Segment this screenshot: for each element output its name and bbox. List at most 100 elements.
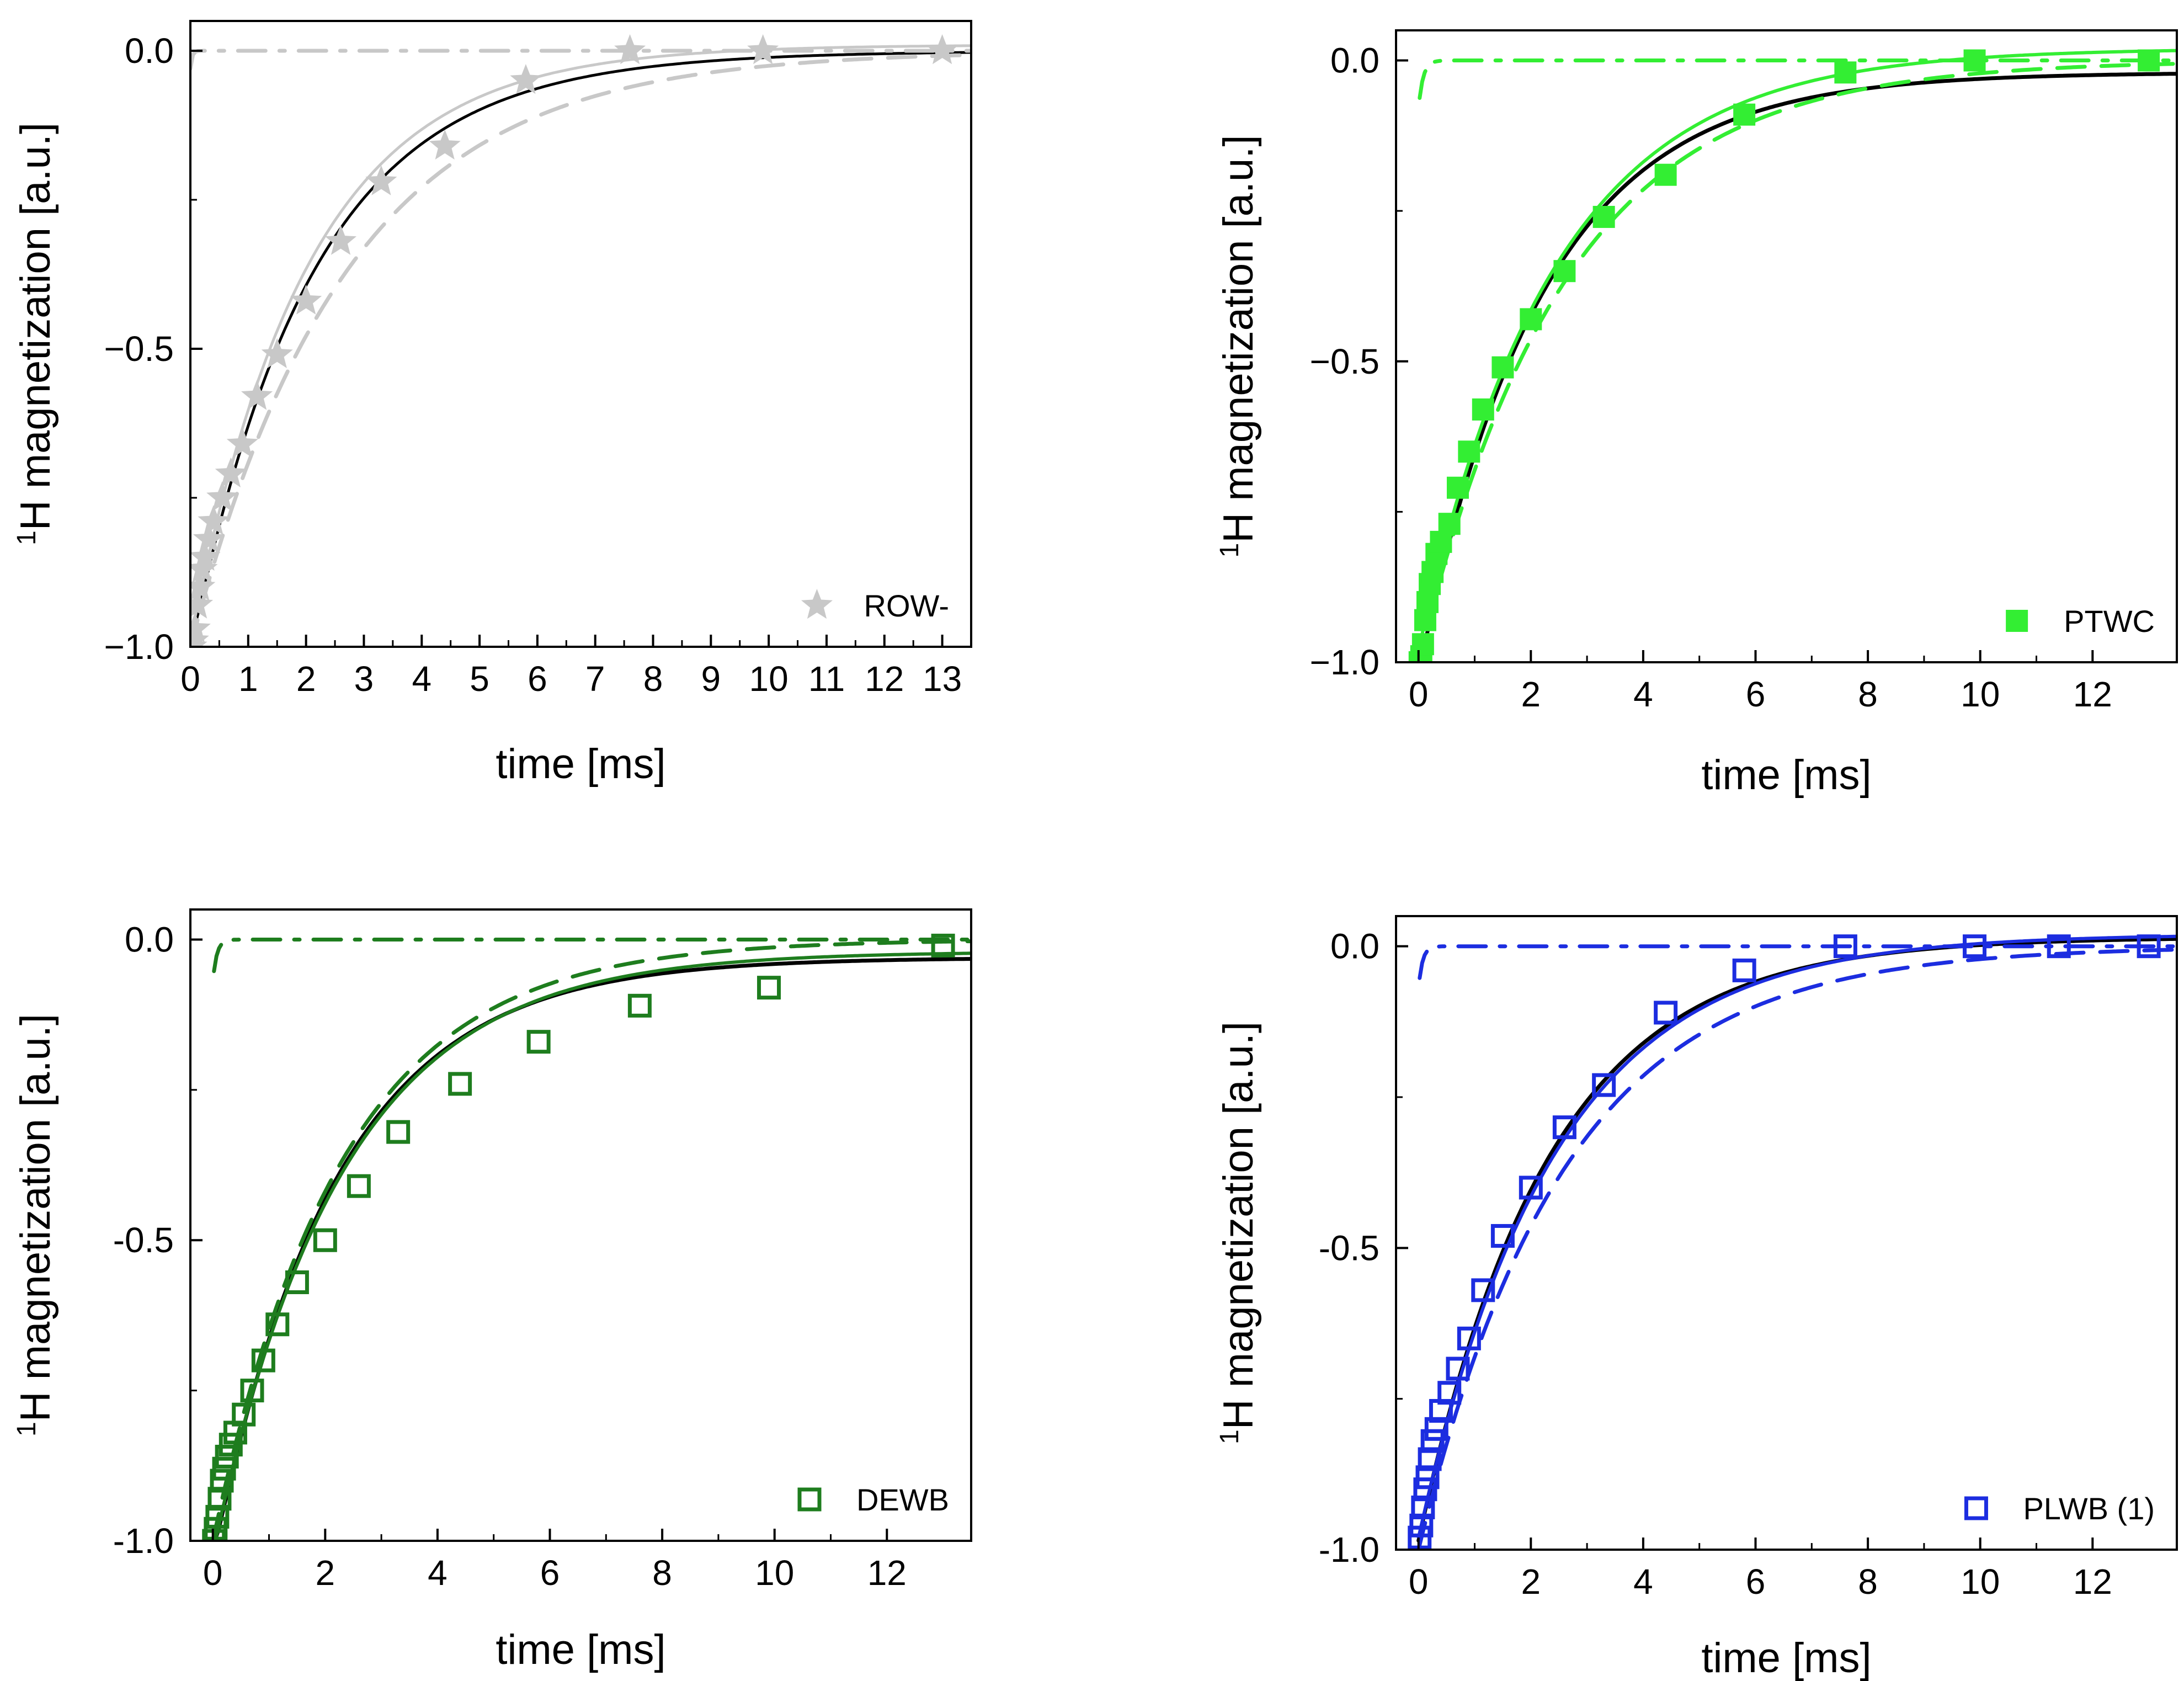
x-tick-label: 10 bbox=[755, 1553, 794, 1593]
data-point bbox=[1833, 934, 1857, 959]
legend-label: DEWB bbox=[856, 1482, 949, 1517]
x-tick-label: 0 bbox=[1409, 1562, 1429, 1602]
plot-content bbox=[1408, 49, 2177, 662]
y-tick-label: −0.5 bbox=[1310, 342, 1379, 381]
data-point bbox=[226, 427, 258, 458]
x-tick-label: 8 bbox=[652, 1553, 672, 1593]
data-point bbox=[190, 612, 211, 642]
x-tick-label: 10 bbox=[1961, 1562, 2000, 1602]
data-point bbox=[1963, 934, 1987, 959]
fit-curve-slow bbox=[211, 939, 971, 1541]
data-point bbox=[1420, 1429, 1445, 1453]
data-point bbox=[206, 481, 238, 512]
plot-content bbox=[1408, 934, 2177, 1550]
data-point bbox=[210, 1469, 234, 1493]
data-point bbox=[219, 1433, 243, 1457]
fit-curve-slow bbox=[1416, 62, 2177, 662]
data-point bbox=[313, 1228, 337, 1252]
x-tick-label: 2 bbox=[1521, 674, 1541, 714]
data-point bbox=[240, 1379, 264, 1403]
fit-curve-total bbox=[1416, 937, 2177, 1543]
legend-marker bbox=[1964, 1496, 1988, 1520]
data-point bbox=[757, 976, 781, 1000]
data-point bbox=[193, 523, 225, 553]
data-point bbox=[1654, 1001, 1678, 1025]
fit-curve-total bbox=[211, 957, 971, 1541]
fit-curve-fast bbox=[1418, 944, 2177, 980]
x-axis-title: time [ms] bbox=[496, 1626, 665, 1673]
x-tick-label: 4 bbox=[1633, 674, 1653, 714]
data-point bbox=[429, 129, 461, 160]
legend-marker bbox=[2006, 610, 2028, 632]
data-point bbox=[215, 1444, 239, 1469]
y-tick-label: 0.0 bbox=[125, 919, 174, 959]
plot-content bbox=[202, 933, 971, 1541]
data-point bbox=[1411, 633, 1434, 656]
y-axis-title-superscript: 1 bbox=[12, 1422, 41, 1437]
fit-curve-fast bbox=[212, 938, 971, 974]
y-axis-title: 1H magnetization [a.u.] bbox=[1215, 1022, 1263, 1444]
x-tick-label: 3 bbox=[354, 659, 374, 699]
x-tick-label: 12 bbox=[2073, 674, 2112, 714]
y-tick-label: −1.0 bbox=[1310, 642, 1379, 682]
data-point bbox=[1491, 356, 1514, 379]
fit-curve-total bbox=[190, 51, 971, 629]
plot-frame bbox=[1395, 915, 2178, 1551]
x-axis-title: time [ms] bbox=[1701, 752, 1871, 799]
x-tick-label: 2 bbox=[1521, 1562, 1541, 1602]
fit-curve-component bbox=[190, 44, 971, 642]
x-tick-label: 12 bbox=[2073, 1562, 2112, 1602]
legend-label: PLWB (1) bbox=[2023, 1491, 2155, 1526]
data-point bbox=[1592, 206, 1615, 228]
y-tick-label: −0.5 bbox=[104, 329, 174, 369]
data-point bbox=[526, 1030, 551, 1054]
x-tick-label: 6 bbox=[1746, 1562, 1766, 1602]
x-tick-label: 5 bbox=[470, 659, 489, 699]
x-axis-title: time [ms] bbox=[1701, 1635, 1871, 1681]
data-point bbox=[1553, 260, 1576, 283]
data-point bbox=[215, 457, 247, 488]
data-point bbox=[1834, 61, 1857, 84]
fit-curve-slow bbox=[1416, 948, 2177, 1550]
data-point bbox=[926, 34, 958, 65]
data-point bbox=[198, 505, 230, 535]
data-point bbox=[2047, 934, 2071, 959]
data-point bbox=[1592, 1073, 1616, 1097]
plot-frame bbox=[1395, 29, 2178, 663]
data-point bbox=[1446, 476, 1469, 499]
data-point bbox=[285, 1270, 309, 1295]
x-tick-label: 10 bbox=[749, 659, 789, 699]
data-point bbox=[1408, 1525, 1432, 1550]
y-tick-label: -1.0 bbox=[1319, 1530, 1379, 1570]
legend-label: ROW- bbox=[864, 588, 950, 623]
panel-dewb: 0 2 4 6 8 10 12 0.0 -0.5 -1.0 time [ms] 1H magnetiz… bbox=[12, 908, 972, 1673]
data-point bbox=[1413, 1477, 1437, 1502]
data-point bbox=[202, 1529, 226, 1541]
data-point bbox=[1654, 163, 1677, 186]
x-tick-label: 10 bbox=[1961, 674, 2000, 714]
legend-label: PTWC bbox=[2064, 604, 2155, 639]
x-tick-label: 0 bbox=[203, 1553, 223, 1593]
data-point bbox=[1963, 49, 1986, 72]
panel-plwb: 0 2 4 6 8 10 12 0.0 -0.5 -1.0 time [ms] 1H magnetiz… bbox=[1215, 915, 2178, 1681]
data-point bbox=[1438, 513, 1461, 535]
data-point bbox=[1490, 1223, 1515, 1248]
y-axis-title-text: H magnetization [a.u.] bbox=[12, 1014, 59, 1422]
fit-curve-component bbox=[1416, 934, 2177, 1540]
x-tick-label: 2 bbox=[296, 659, 316, 699]
x-tick-label: 6 bbox=[1746, 674, 1766, 714]
data-point bbox=[1732, 958, 1756, 982]
y-axis-title-superscript: 1 bbox=[1215, 543, 1244, 558]
x-axis-title: time [ms] bbox=[496, 741, 665, 788]
x-tick-label: 7 bbox=[585, 659, 605, 699]
x-tick-label: 8 bbox=[1858, 1562, 1878, 1602]
y-tick-label: 0.0 bbox=[1330, 927, 1379, 966]
data-point bbox=[627, 993, 652, 1018]
data-point bbox=[290, 284, 322, 315]
x-tick-label: 4 bbox=[1633, 1562, 1653, 1602]
x-tick-label: 2 bbox=[316, 1553, 335, 1593]
plot-content bbox=[190, 34, 971, 647]
data-point bbox=[1471, 1278, 1495, 1302]
